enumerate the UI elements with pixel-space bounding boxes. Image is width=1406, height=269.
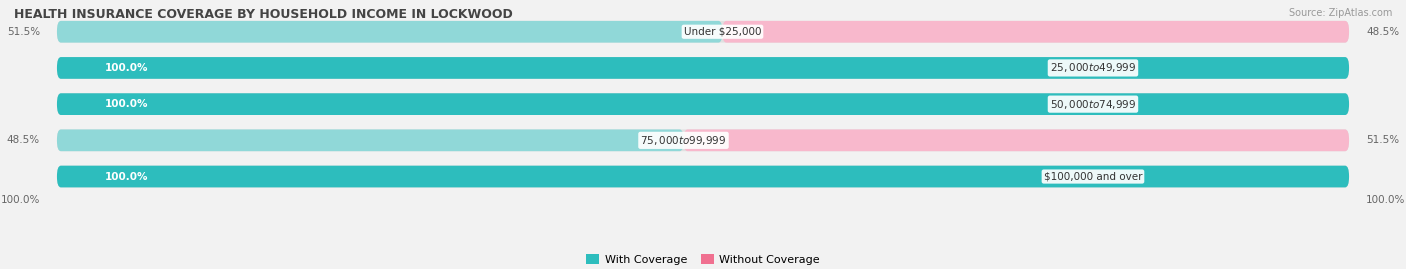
Text: 51.5%: 51.5%: [7, 27, 39, 37]
FancyBboxPatch shape: [58, 21, 723, 43]
Text: $75,000 to $99,999: $75,000 to $99,999: [640, 134, 727, 147]
Text: 48.5%: 48.5%: [1367, 27, 1399, 37]
FancyBboxPatch shape: [58, 129, 683, 151]
FancyBboxPatch shape: [58, 166, 1348, 187]
Text: $25,000 to $49,999: $25,000 to $49,999: [1050, 61, 1136, 75]
FancyBboxPatch shape: [58, 93, 1348, 115]
Text: 48.5%: 48.5%: [7, 135, 39, 145]
Text: 100.0%: 100.0%: [0, 195, 39, 205]
FancyBboxPatch shape: [58, 21, 1348, 43]
Text: Source: ZipAtlas.com: Source: ZipAtlas.com: [1288, 8, 1392, 18]
FancyBboxPatch shape: [58, 57, 1348, 79]
Text: 51.5%: 51.5%: [1367, 135, 1399, 145]
Text: $100,000 and over: $100,000 and over: [1043, 172, 1142, 182]
FancyBboxPatch shape: [58, 57, 1348, 79]
FancyBboxPatch shape: [723, 21, 1348, 43]
Text: 100.0%: 100.0%: [1367, 195, 1406, 205]
Text: 100.0%: 100.0%: [105, 172, 149, 182]
Text: $50,000 to $74,999: $50,000 to $74,999: [1050, 98, 1136, 111]
Legend: With Coverage, Without Coverage: With Coverage, Without Coverage: [586, 254, 820, 265]
Text: 100.0%: 100.0%: [105, 99, 149, 109]
FancyBboxPatch shape: [58, 129, 1348, 151]
FancyBboxPatch shape: [58, 93, 1348, 115]
Text: 100.0%: 100.0%: [105, 63, 149, 73]
FancyBboxPatch shape: [683, 129, 1348, 151]
FancyBboxPatch shape: [58, 166, 1348, 187]
Text: Under $25,000: Under $25,000: [683, 27, 761, 37]
Text: HEALTH INSURANCE COVERAGE BY HOUSEHOLD INCOME IN LOCKWOOD: HEALTH INSURANCE COVERAGE BY HOUSEHOLD I…: [14, 8, 513, 21]
